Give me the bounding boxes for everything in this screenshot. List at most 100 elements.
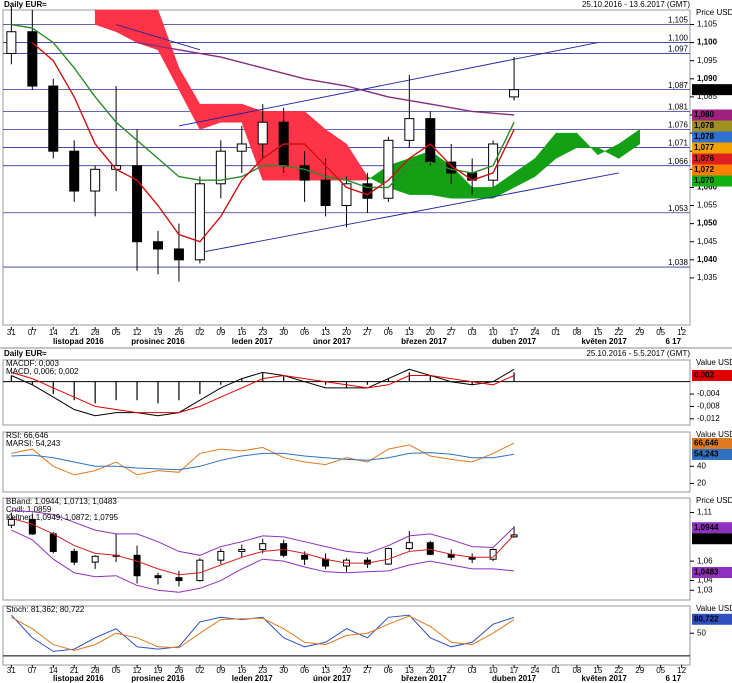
y-axis-label: Value USD	[696, 358, 732, 367]
x-tick-label: 30	[279, 666, 288, 675]
x-tick-label: 29	[635, 666, 644, 675]
trend-line	[115, 24, 201, 51]
x-tick-label: 20	[426, 328, 435, 337]
y-tick-label: 1,060	[697, 183, 718, 192]
candle-body	[257, 121, 268, 145]
plot-frame	[2, 497, 691, 601]
price-badge-label: 1,0944	[694, 523, 719, 532]
x-tick-label: 13	[321, 666, 330, 675]
x-tick-label: 28	[91, 328, 100, 337]
candle-body	[27, 31, 38, 87]
y-tick-label: 1,100	[697, 38, 718, 47]
x-tick-label: 31	[7, 328, 16, 337]
y-tick-label: 1,090	[697, 74, 718, 83]
cloud-segment	[471, 187, 494, 199]
candle-body	[425, 118, 436, 163]
date-range: 25.10.2016 - 5.5.2017 (GMT)	[586, 349, 690, 358]
price-badge-label: 1,078	[694, 132, 715, 141]
x-tick-label: 01	[551, 328, 560, 337]
x-tick-label: 09	[216, 666, 225, 675]
candle-body	[320, 179, 331, 207]
histogram-bar	[31, 381, 33, 385]
histogram-bar	[241, 378, 243, 382]
series-line	[11, 614, 515, 652]
level-label: 1,038	[668, 258, 689, 267]
candle-body	[194, 183, 205, 261]
candle-body	[196, 559, 204, 582]
legend-label: BBand: 1,0944; 1,0713; 1,0483	[6, 497, 117, 506]
series-line	[11, 371, 515, 414]
candle-body	[152, 241, 163, 250]
x-tick-label: 17	[510, 666, 519, 675]
candle-body	[70, 550, 78, 563]
x-tick-label: 02	[195, 328, 204, 337]
y-tick-label: 1,11	[697, 508, 713, 517]
price-badge-label: 0,002	[694, 371, 715, 380]
level-label: 1,087	[668, 81, 689, 90]
x-tick-label: 31	[7, 666, 16, 675]
candle-body	[69, 150, 80, 192]
price-badge	[692, 567, 732, 579]
y-axis-label: Value USD	[696, 430, 732, 439]
moving-average	[136, 41, 515, 116]
candle-body	[91, 555, 99, 563]
price-badge-label: 1,0483	[694, 568, 719, 577]
y-tick-label: 1,055	[697, 201, 718, 210]
y-tick-label: 1,04	[697, 576, 713, 585]
x-tick-label: 08	[572, 328, 581, 337]
x-tick-label: 03	[468, 666, 477, 675]
y-tick-label: 50	[697, 628, 706, 637]
x-tick-label: 03	[468, 328, 477, 337]
x-tick-label: 10	[489, 328, 498, 337]
x-tick-label: 05	[656, 328, 665, 337]
candle-body	[301, 554, 309, 560]
x-tick-label: 06	[384, 328, 393, 337]
price-badge	[692, 448, 732, 460]
candle-body	[322, 558, 330, 567]
month-label: prosinec 2016	[131, 674, 185, 683]
histogram-bar	[10, 375, 12, 382]
price-badge-label: 1,072	[694, 165, 715, 174]
candle-body	[215, 150, 226, 185]
candle-body	[404, 118, 415, 141]
plot-frame	[2, 359, 691, 426]
x-tick-label: 23	[258, 666, 267, 675]
histogram-bar	[157, 381, 159, 404]
histogram-bar	[429, 375, 431, 382]
price-badge	[692, 437, 732, 449]
x-tick-label: 21	[70, 666, 79, 675]
y-tick-label: 1,035	[697, 273, 718, 282]
month-label: duben 2017	[492, 337, 537, 346]
x-tick-label: 27	[447, 328, 456, 337]
histogram-bar	[366, 381, 369, 385]
trend-line	[178, 42, 598, 127]
price-badge-label: 1,0859	[694, 534, 719, 543]
x-tick-label: 24	[531, 328, 540, 337]
candle-body	[173, 248, 184, 261]
moving-average	[31, 42, 515, 243]
candle-body	[154, 575, 162, 579]
histogram-bar	[387, 378, 389, 382]
level-label: 1,100	[668, 34, 689, 43]
cloud-segment	[618, 129, 640, 159]
x-tick-label: 01	[551, 666, 560, 675]
x-tick-label: 20	[342, 666, 351, 675]
x-tick-label: 22	[614, 666, 623, 675]
series-line	[11, 442, 515, 476]
price-badge-label: 1,080	[694, 110, 715, 119]
y-tick-label: 1,050	[697, 219, 718, 228]
level-label: 1,053	[668, 204, 689, 213]
y-axis-label: Value USD	[696, 604, 732, 613]
month-label: březen 2017	[401, 674, 447, 683]
month-label: 6 17	[665, 674, 681, 683]
level-label: 1,097	[668, 45, 689, 54]
x-tick-label: 21	[70, 328, 79, 337]
price-badge-label: 1,070	[694, 176, 715, 185]
legend-label: Cndl; 1,0859	[6, 505, 52, 514]
series-line	[11, 517, 515, 576]
x-tick-label: 05	[656, 666, 665, 675]
candle-body	[132, 165, 143, 243]
date-range: 25.10.2016 - 13.6.2017 (GMT)	[582, 0, 690, 9]
y-tick-label: 40	[697, 461, 706, 470]
y-axis-label: Price USD	[696, 8, 732, 17]
